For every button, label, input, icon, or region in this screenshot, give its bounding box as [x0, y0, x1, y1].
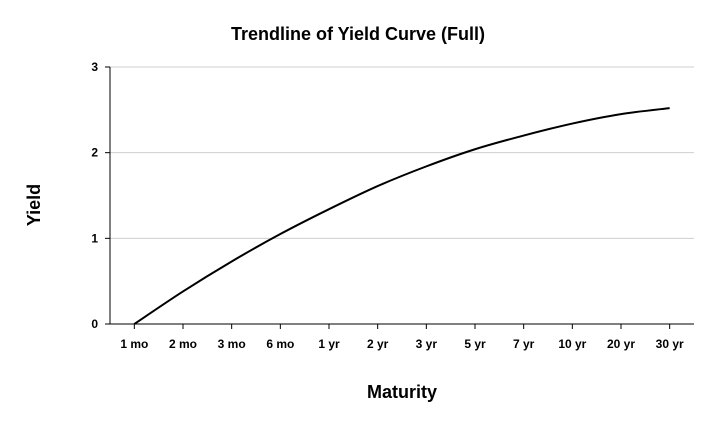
plot-series [133, 107, 670, 325]
y-tick-label: 2 [91, 146, 98, 160]
x-axis-title: Maturity [367, 382, 437, 402]
chart-title: Trendline of Yield Curve (Full) [231, 24, 485, 44]
x-tick-label: 1 mo [120, 337, 148, 351]
x-tick-label: 6 mo [266, 337, 294, 351]
x-tick-label: 2 mo [169, 337, 197, 351]
y-tick-label: 0 [91, 317, 98, 331]
x-tick-label: 10 yr [558, 337, 586, 351]
grid-lines [110, 66, 694, 239]
x-tick-label: 3 yr [416, 337, 438, 351]
y-tick-label: 1 [91, 231, 98, 245]
y-axis: 0 1 2 3 [91, 60, 111, 331]
y-tick-label: 3 [91, 60, 98, 74]
trendline-curve [133, 107, 670, 325]
x-tick-label: 3 mo [218, 337, 246, 351]
x-tick-label: 1 yr [318, 337, 340, 351]
x-axis: 1 mo 2 mo 3 mo 6 mo 1 yr 2 yr 3 yr 5 yr 7 yr 10 y… [110, 323, 694, 351]
x-tick-label: 2 yr [367, 337, 389, 351]
x-tick-label: 5 yr [464, 337, 486, 351]
y-axis-title: Yield [24, 184, 44, 226]
x-tick-label: 20 yr [607, 337, 635, 351]
x-tick-label: 30 yr [656, 337, 684, 351]
x-tick-label: 7 yr [513, 337, 535, 351]
